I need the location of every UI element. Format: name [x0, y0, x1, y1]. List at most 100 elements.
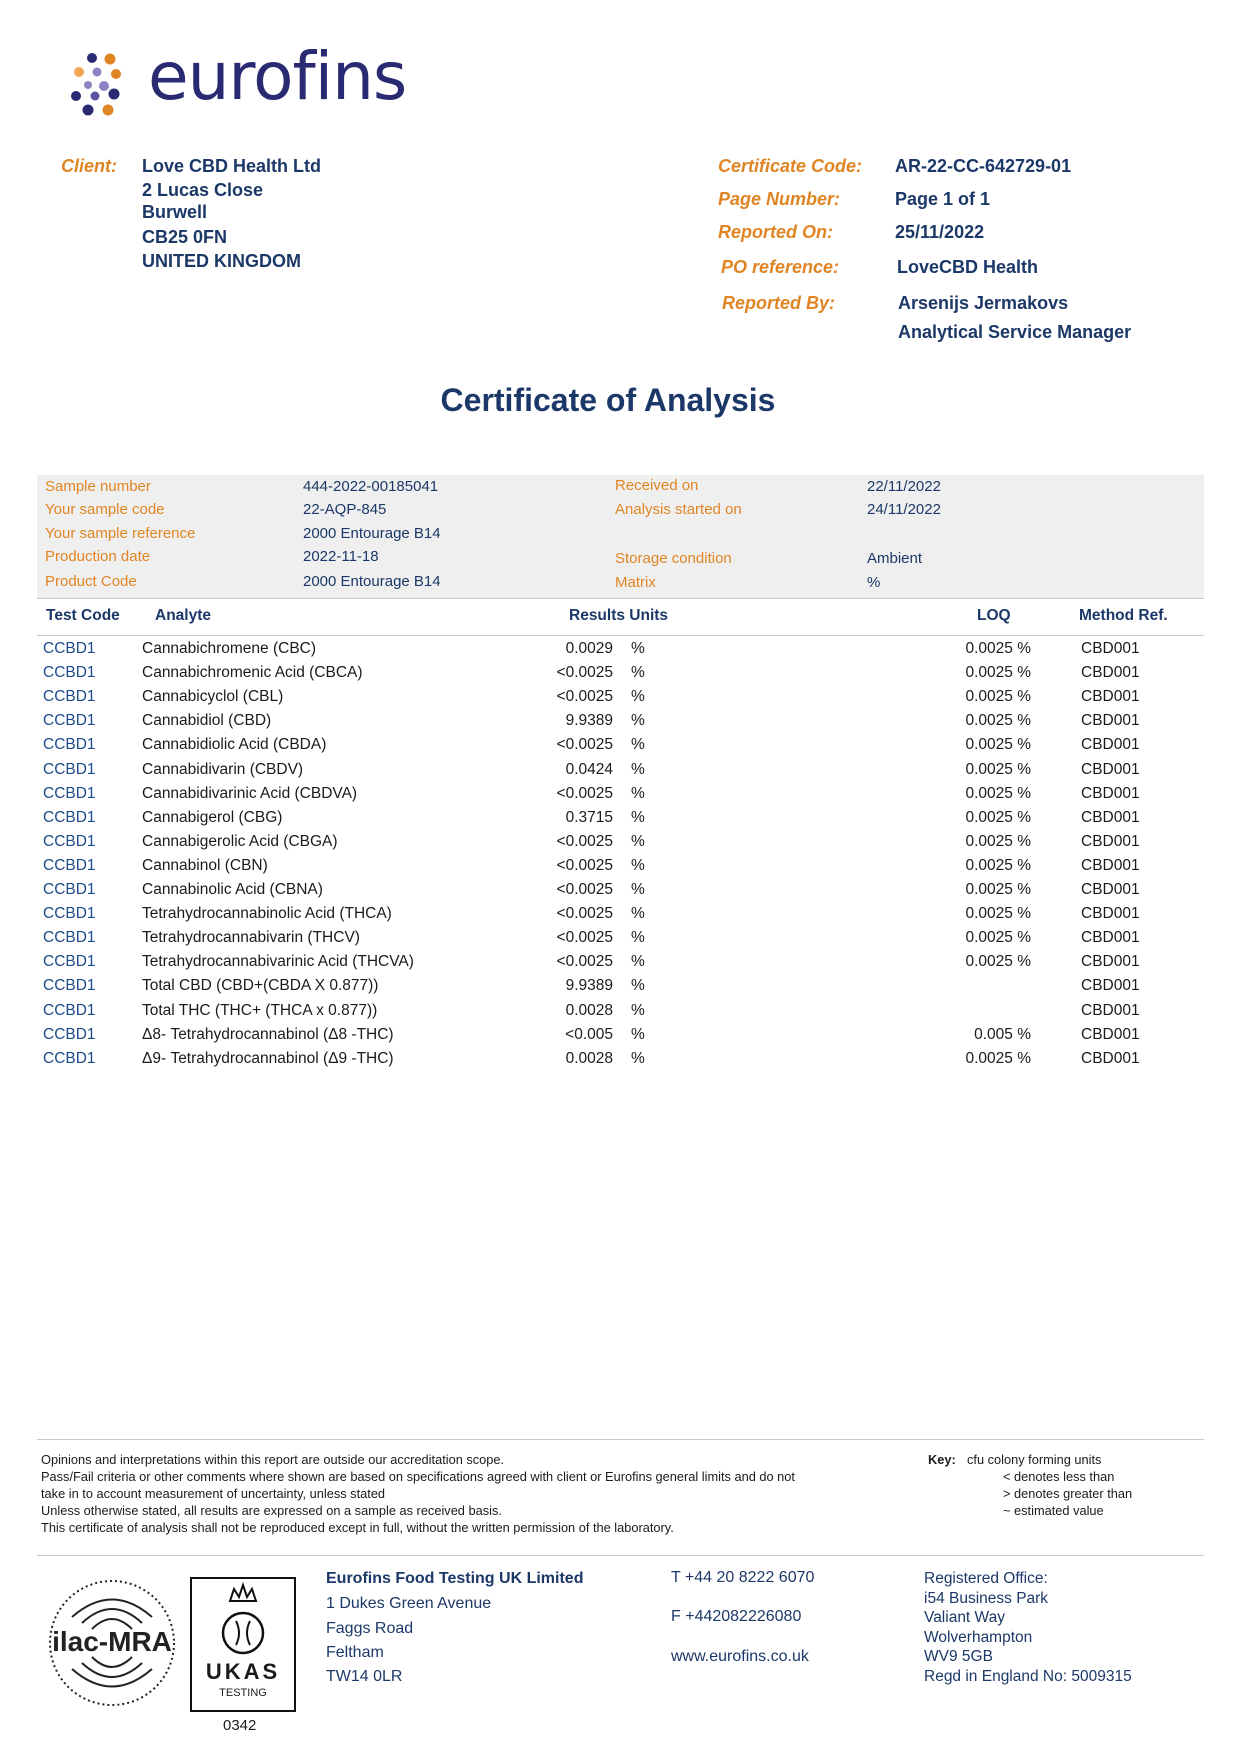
disclaimer-line: Pass/Fail criteria or other comments whe… [41, 1469, 795, 1484]
company-registration: Regd in England No: 5009315 [924, 1668, 1132, 1685]
po-reference-label: PO reference: [721, 257, 840, 277]
reported-on-label: Reported On: [718, 222, 833, 242]
registered-office-line: Wolverhampton [924, 1629, 1033, 1646]
test-code: CCBD1 [43, 905, 96, 923]
result-unit: % [631, 953, 645, 971]
divider [37, 598, 1204, 599]
result-value: <0.0025 [556, 664, 613, 682]
analyte-name: Tetrahydrocannabivarin (THCV) [142, 929, 360, 947]
company-postcode: TW14 0LR [326, 1668, 403, 1685]
result-unit: % [631, 664, 645, 682]
key-item: ~ estimated value [1003, 1503, 1104, 1518]
reported-on-value: 25/11/2022 [895, 222, 985, 242]
test-code: CCBD1 [43, 664, 96, 682]
result-value: <0.005 [565, 1025, 613, 1043]
table-row: CCBD1 Total CBD (CBD+(CBDA X 0.877)) 9.938… [0, 977, 1240, 1001]
result-unit: % [631, 977, 645, 995]
method-ref: CBD001 [1081, 664, 1140, 682]
result-unit: % [631, 1049, 645, 1067]
sample-info-box [37, 475, 1204, 598]
loq-value: 0.0025 % [965, 953, 1032, 971]
result-unit: % [631, 760, 645, 778]
ilac-logo-text: ilac-MRA [52, 1626, 172, 1657]
table-row: CCBD1 Cannabinolic Acid (CBNA) <0.0025% 0.0… [0, 881, 1240, 905]
analyte-name: Cannabichromenic Acid (CBCA) [142, 664, 363, 682]
method-ref: CBD001 [1081, 808, 1140, 826]
analyte-name: Cannabidivarin (CBDV) [142, 760, 304, 778]
analyte-name: Cannabinol (CBN) [142, 856, 268, 874]
loq-value: 0.0025 % [965, 712, 1032, 730]
test-code: CCBD1 [43, 977, 96, 995]
loq-value: 0.0025 % [965, 832, 1032, 850]
test-code: CCBD1 [43, 1001, 96, 1019]
result-value: <0.0025 [556, 929, 613, 947]
analyte-name: Cannabigerolic Acid (CBGA) [142, 832, 338, 850]
crown-icon [221, 1581, 265, 1655]
eurofins-logo: eurofins [70, 38, 407, 118]
loq-value: 0.0025 % [965, 736, 1032, 754]
registered-office-line: Registered Office: [924, 1570, 1048, 1587]
result-value: <0.0025 [556, 881, 613, 898]
test-code: CCBD1 [43, 929, 96, 947]
analyte-name: Cannabidivarinic Acid (CBDVA) [142, 784, 358, 802]
divider [37, 1439, 1204, 1440]
result-value: <0.0025 [556, 688, 613, 706]
method-ref: CBD001 [1081, 784, 1140, 802]
analyte-name: Cannabicyclol (CBL) [142, 688, 284, 706]
sample-info-value: 2000 Entourage B14 [303, 573, 441, 590]
registered-office-line: WV9 5GB [924, 1648, 993, 1665]
loq-value: 0.0025 % [965, 784, 1032, 802]
registered-office-line: Valiant Way [924, 1609, 1005, 1626]
test-code: CCBD1 [43, 953, 96, 971]
client-name: Love CBD Health Ltd [142, 156, 322, 176]
disclaimer-line: This certificate of analysis shall not b… [41, 1520, 674, 1535]
registered-office-line: i54 Business Park [924, 1590, 1049, 1607]
sample-info-value: Ambient [867, 550, 923, 567]
loq-value: 0.0025 % [965, 688, 1032, 706]
header-results-units: Results Units [569, 607, 669, 624]
table-row: CCBD1 Cannabichromene (CBC) 0.0029% 0.0025 … [0, 640, 1240, 664]
company-address-line: 1 Dukes Green Avenue [326, 1595, 492, 1612]
result-value: 0.0029 [565, 640, 613, 657]
test-code: CCBD1 [43, 1025, 96, 1043]
key-label: Key: [928, 1452, 956, 1467]
result-unit: % [631, 1025, 645, 1043]
sample-info-value: 444-2022-00185041 [303, 478, 439, 495]
method-ref: CBD001 [1081, 688, 1140, 706]
divider [37, 635, 1204, 636]
website-link[interactable]: www.eurofins.co.uk [671, 1648, 809, 1665]
disclaimer-line: take in to account measurement of uncert… [41, 1486, 386, 1501]
disclaimer-line: Unless otherwise stated, all results are… [41, 1503, 502, 1518]
sample-info-value: 24/11/2022 [867, 501, 941, 518]
certificate-code-value: AR-22-CC-642729-01 [895, 156, 1072, 176]
table-row: CCBD1 Tetrahydrocannabivarin (THCV) <0.002… [0, 929, 1240, 953]
company-address-line: Feltham [326, 1644, 384, 1661]
table-row: CCBD1 Δ9- Tetrahydrocannabinol (Δ9 -THC) 0… [0, 1050, 1240, 1074]
header-test-code: Test Code [46, 607, 120, 624]
client-label: Client: [61, 156, 117, 176]
analyte-name: Tetrahydrocannabinolic Acid (THCA) [142, 905, 392, 923]
loq-value: 0.0025 % [965, 640, 1032, 657]
method-ref: CBD001 [1081, 905, 1140, 923]
method-ref: CBD001 [1081, 1049, 1140, 1067]
result-unit: % [631, 832, 645, 850]
result-value: 0.0028 [565, 1001, 613, 1019]
result-value: 9.9389 [565, 977, 613, 995]
loq-value: 0.0025 % [965, 760, 1032, 778]
sample-info-label: Production date [45, 548, 151, 565]
ukas-logo: UKAS TESTING [190, 1577, 296, 1712]
loq-value: 0.005 % [974, 1025, 1031, 1043]
result-value: <0.0025 [556, 784, 613, 802]
test-code: CCBD1 [43, 881, 96, 898]
result-unit: % [631, 712, 645, 730]
key-item: > denotes greater than [1003, 1486, 1133, 1501]
result-value: <0.0025 [556, 832, 613, 850]
test-code: CCBD1 [43, 808, 96, 826]
page-number-label: Page Number: [718, 189, 841, 209]
client-country: UNITED KINGDOM [142, 251, 301, 271]
key-item: cfu colony forming units [967, 1452, 1102, 1467]
sample-info-value: 22/11/2022 [867, 478, 941, 495]
ilac-mra-logo: ilac-MRA [45, 1577, 179, 1709]
client-postcode: CB25 0FN [142, 227, 228, 247]
method-ref: CBD001 [1081, 712, 1140, 730]
